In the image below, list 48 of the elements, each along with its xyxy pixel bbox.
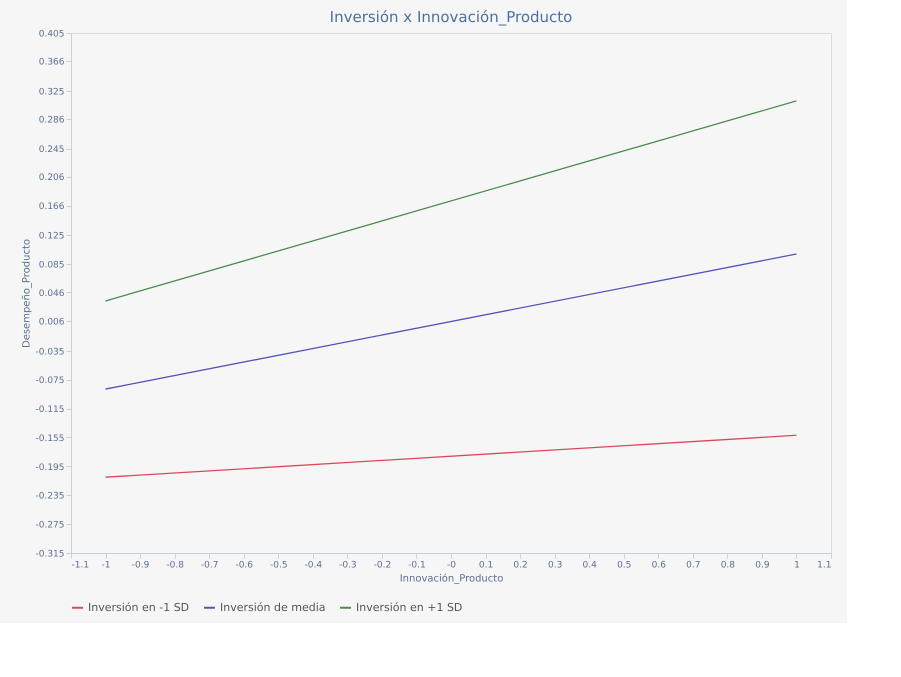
x-axis-title: Innovación_Producto (400, 574, 504, 584)
x-tick-label: -0.1 (408, 560, 426, 570)
x-tick-label: -0.7 (200, 560, 218, 570)
x-tick-label: 0.8 (720, 560, 736, 570)
legend-label: Inversión de media (220, 600, 326, 614)
y-tick-label: 0.366 (38, 58, 65, 68)
x-tick-label: 0.4 (582, 560, 598, 570)
y-tick-label: -0.155 (35, 434, 64, 444)
legend-label: Inversión en -1 SD (88, 600, 190, 614)
x-tick-label: 0.7 (686, 560, 700, 570)
x-tick-label: -0.6 (235, 560, 254, 570)
y-tick-label: 0.125 (38, 232, 64, 242)
y-axis-title: Desempeño_Producto (21, 239, 32, 348)
y-tick-label: 0.405 (38, 30, 64, 40)
y-tick-label: -0.195 (35, 462, 64, 473)
x-tick-label: 0.3 (548, 560, 562, 570)
x-tick-label: -0.4 (304, 560, 322, 570)
y-tick-label: -0.115 (35, 405, 64, 416)
x-tick-label: -0.2 (374, 560, 392, 570)
x-tick-label: -1 (102, 560, 111, 570)
y-tick-label: -0.235 (35, 492, 64, 502)
x-tick-label: 0.2 (513, 560, 528, 570)
x-tick-label: 0.1 (478, 560, 494, 570)
y-tick-label: 0.245 (38, 145, 64, 156)
y-tick-label: 0.046 (38, 288, 65, 299)
x-tick-label: -0.8 (166, 560, 184, 570)
y-tick-label: 0.286 (38, 115, 65, 126)
x-tick-label: -0 (447, 560, 456, 570)
y-tick-label: -0.315 (35, 550, 64, 560)
x-tick-label: -0.5 (270, 560, 288, 570)
x-tick-label: 0.6 (652, 560, 666, 570)
legend-label: Inversión en +1 SD (356, 600, 462, 614)
chart-title: Inversión x Innovación_Producto (330, 8, 572, 26)
x-tick-label: 1 (794, 560, 800, 570)
y-tick-label: 0.325 (38, 87, 64, 98)
y-tick-label: 0.206 (38, 173, 65, 184)
x-tick-label: 0.9 (755, 560, 770, 570)
x-tick-label: -1.1 (72, 560, 90, 570)
x-tick-label: -0.3 (339, 560, 357, 570)
x-tick-label: 0.5 (617, 560, 632, 570)
x-tick-label: 1.1 (817, 560, 832, 570)
x-tick-label: -0.9 (132, 560, 150, 570)
y-tick-label: 0.006 (38, 318, 65, 328)
y-tick-label: 0.085 (38, 260, 64, 271)
y-tick-label: -0.075 (35, 376, 64, 386)
y-tick-label: 0.166 (38, 202, 65, 212)
y-tick-label: -0.275 (35, 520, 64, 531)
y-tick-label: -0.035 (35, 347, 64, 358)
